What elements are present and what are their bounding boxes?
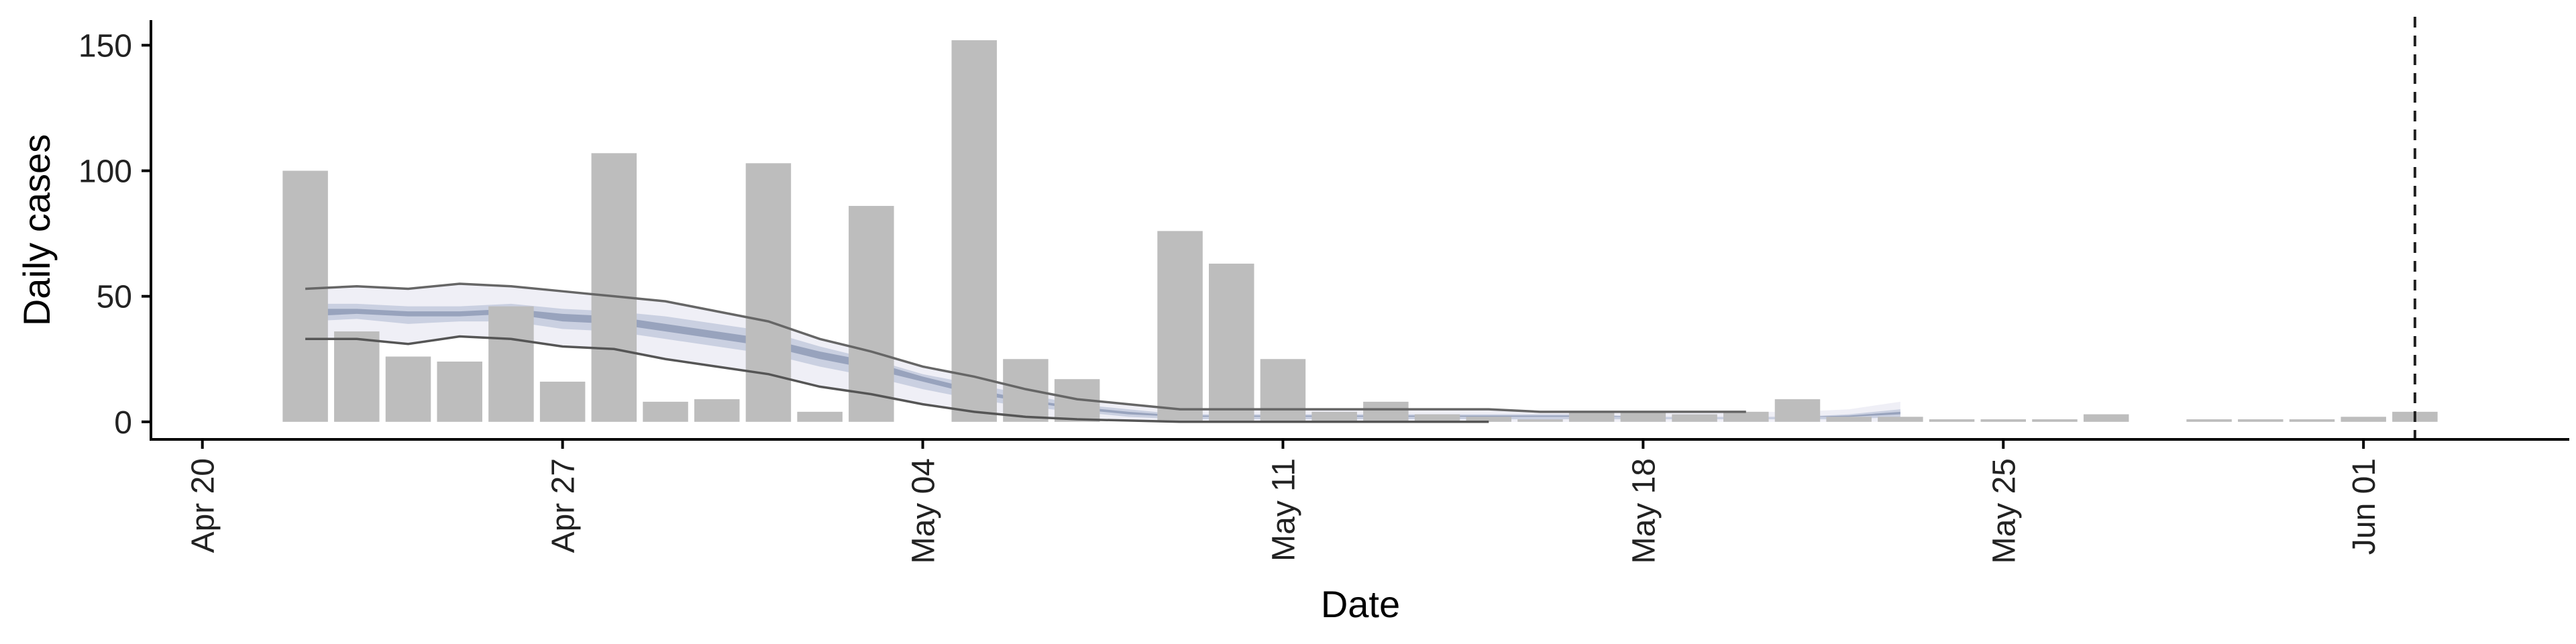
forecast-ribbons bbox=[305, 283, 1900, 422]
y-tick-label-0: 0 bbox=[114, 405, 132, 441]
bar-2020-05-19 bbox=[1672, 414, 1717, 422]
x-tick-label-2020-05-04: May 04 bbox=[906, 458, 942, 564]
bar-2020-05-20 bbox=[1723, 411, 1769, 422]
x-tick-label-2020-06-01: Jun 01 bbox=[2347, 458, 2382, 555]
bar-2020-04-30 bbox=[694, 399, 740, 422]
bar-2020-05-11 bbox=[1260, 359, 1306, 422]
y-tick-label-150: 150 bbox=[78, 28, 132, 64]
bar-2020-05-15 bbox=[1466, 417, 1512, 422]
ribbon-1 bbox=[305, 283, 1900, 422]
bar-2020-05-13 bbox=[1363, 401, 1409, 422]
x-tick-label-2020-04-20: Apr 20 bbox=[186, 458, 221, 553]
bar-2020-05-26 bbox=[2032, 419, 2078, 422]
ribbon-3 bbox=[305, 309, 1900, 417]
interval-line-2 bbox=[305, 335, 1489, 423]
bar-2020-05-09 bbox=[1157, 231, 1203, 422]
x-axis-title: Date bbox=[1321, 583, 1400, 625]
bar-2020-05-14 bbox=[1414, 414, 1460, 422]
y-tick-label-50: 50 bbox=[97, 280, 132, 315]
bar-2020-04-23 bbox=[334, 331, 380, 422]
bar-2020-05-31 bbox=[2289, 419, 2335, 422]
bar-2020-05-21 bbox=[1774, 399, 1821, 422]
x-tick-label-2020-04-27: Apr 27 bbox=[546, 458, 582, 553]
x-ticks: Apr 20 Apr 27 May 04 May 11 May 18 May 25 Jun … bbox=[186, 439, 2382, 564]
x-tick-label-2020-05-25: May 25 bbox=[1986, 458, 2022, 564]
x-tick-label-2020-05-18: May 18 bbox=[1626, 458, 1662, 564]
bar-2020-04-28 bbox=[591, 153, 637, 422]
bar-2020-05-22 bbox=[1826, 417, 1872, 422]
bar-2020-04-25 bbox=[437, 361, 482, 422]
bar-2020-04-24 bbox=[385, 356, 431, 422]
bar-2020-05-05 bbox=[951, 40, 997, 422]
interval-lines bbox=[305, 282, 1746, 423]
bar-2020-05-30 bbox=[2238, 419, 2284, 422]
x-tick-label-2020-05-11: May 11 bbox=[1266, 458, 1301, 561]
bar-2020-05-06 bbox=[1003, 359, 1049, 422]
bar-2020-04-22 bbox=[282, 170, 328, 422]
y-ticks: 0 50 100 150 bbox=[78, 28, 151, 441]
bar-2020-05-23 bbox=[1878, 417, 1923, 422]
bar-2020-05-24 bbox=[1929, 419, 1975, 422]
bar-2020-05-01 bbox=[745, 163, 792, 422]
bar-2020-05-10 bbox=[1208, 264, 1254, 422]
bar-2020-05-29 bbox=[2186, 419, 2232, 422]
y-axis-title: Daily cases bbox=[15, 134, 58, 326]
bar-2020-05-17 bbox=[1568, 411, 1615, 422]
bar-2020-05-02 bbox=[797, 411, 843, 422]
bar-2020-04-29 bbox=[643, 401, 688, 422]
bar-2020-05-18 bbox=[1620, 411, 1666, 422]
bar-2020-06-01 bbox=[2341, 417, 2386, 422]
bar-2020-05-27 bbox=[2083, 414, 2129, 422]
interval-line-1 bbox=[305, 282, 1746, 413]
bars bbox=[282, 40, 2438, 422]
bar-2020-05-25 bbox=[1980, 419, 2027, 422]
y-tick-label-100: 100 bbox=[78, 154, 132, 190]
bar-2020-05-03 bbox=[849, 205, 894, 422]
bar-2020-05-16 bbox=[1517, 419, 1563, 422]
bar-2020-04-26 bbox=[488, 306, 534, 422]
bar-2020-04-27 bbox=[539, 381, 586, 422]
bar-2020-05-12 bbox=[1311, 411, 1357, 422]
